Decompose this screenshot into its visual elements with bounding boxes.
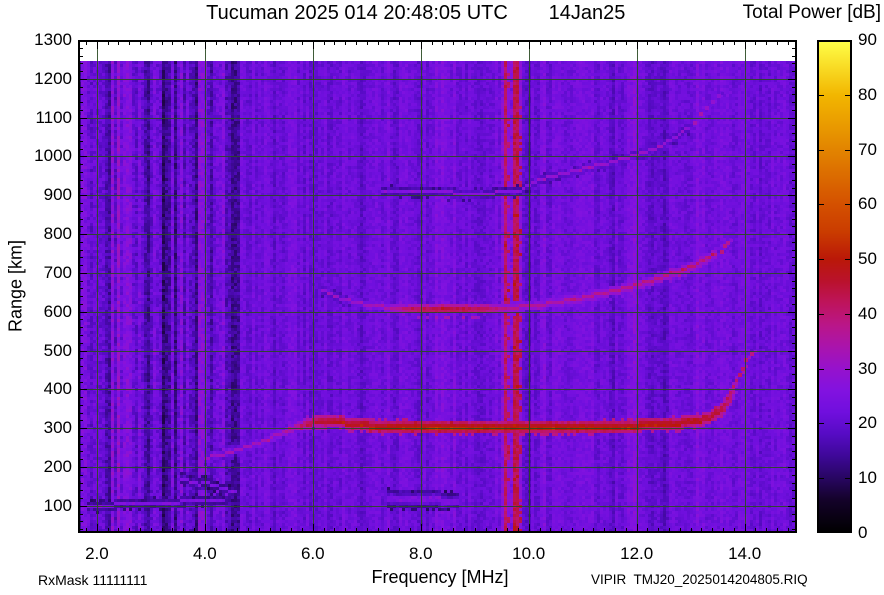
y-tick-label: 500	[43, 340, 72, 360]
colorbar-tick-label: 60	[858, 194, 877, 214]
colorbar-tick-label: 0	[858, 523, 868, 542]
ionogram-heatmap	[78, 40, 797, 533]
y-tick-label: 800	[43, 224, 72, 244]
colorbar-gradient	[817, 40, 852, 533]
x-axis-label: Frequency [MHz]	[371, 567, 509, 587]
x-tick-label: 14.0	[728, 544, 762, 563]
x-tick-label: 12.0	[620, 544, 654, 563]
y-tick-label: 600	[43, 301, 72, 321]
colorbar-title: Total Power [dB]	[742, 2, 881, 23]
plot-date: 14Jan25	[548, 2, 626, 24]
y-tick-label: 200	[43, 457, 72, 476]
colorbar-tick-label: 20	[858, 413, 877, 433]
y-tick-label: 1000	[34, 146, 72, 166]
x-tick-label: 4.0	[193, 544, 217, 563]
x-tick-label: 8.0	[408, 544, 433, 563]
colorbar-tick-label: 50	[858, 249, 877, 269]
plot-title: Tucuman 2025 014 20:48:05 UTC	[206, 2, 508, 24]
y-tick-label: 100	[43, 495, 72, 515]
x-tick-label: 2.0	[85, 544, 109, 563]
y-tick-label: 1100	[35, 107, 72, 127]
colorbar-tick-label: 40	[858, 303, 877, 323]
y-tick-label: 700	[43, 262, 72, 282]
colorbar-tick-label: 90	[858, 30, 877, 49]
x-tick-label: 6.0	[300, 544, 325, 563]
colorbar-tick-label: 30	[858, 358, 877, 378]
colorbar-tick-label: 80	[858, 84, 877, 104]
y-tick-label: 300	[43, 418, 72, 438]
x-tick-label: 10.0	[512, 544, 546, 563]
y-tick-label: 900	[43, 185, 72, 205]
colorbar-tick-label: 70	[858, 139, 877, 159]
file-reference-label: VIPIR TMJ20_2025014204805.RIQ	[591, 572, 808, 587]
rx-mask-label: RxMask 11111111	[38, 572, 148, 588]
colorbar-tick-label: 10	[858, 468, 877, 488]
y-tick-label: 400	[43, 379, 72, 399]
y-tick-label: 1200	[34, 68, 72, 88]
y-tick-label: 1300	[34, 30, 72, 49]
